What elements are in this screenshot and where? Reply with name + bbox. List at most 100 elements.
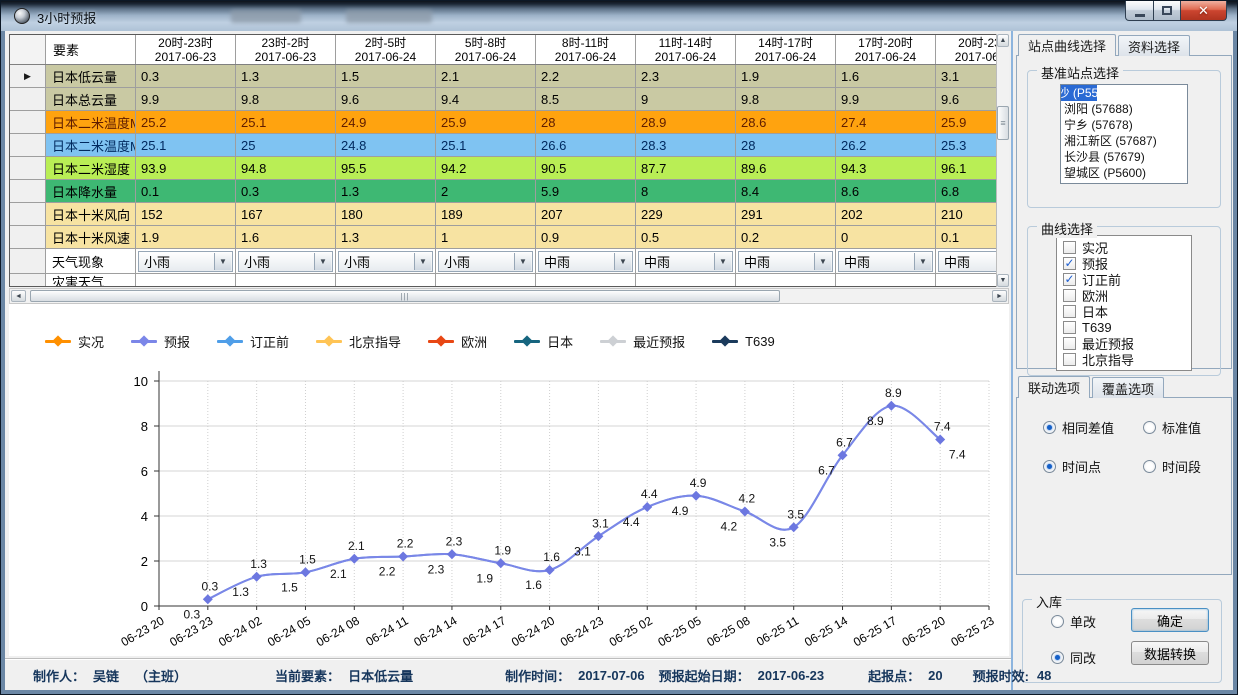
table-cell[interactable]: 25.1 [436,134,536,156]
table-cell[interactable]: 28 [736,134,836,156]
table-cell[interactable] [536,274,636,286]
table-cell[interactable]: 9.8 [236,88,336,110]
table-cell[interactable]: 1.3 [336,180,436,202]
row-selector-cell[interactable] [10,203,46,225]
table-cell[interactable]: 0.2 [736,226,836,248]
radio-option[interactable]: 单改 [1051,612,1096,631]
table-cell[interactable]: 25.2 [136,111,236,133]
checkbox-icon[interactable] [1063,320,1076,334]
table-cell[interactable]: 6.8 [936,180,1008,202]
table-cell[interactable]: 27.4 [836,111,936,133]
table-cell[interactable]: 25.1 [236,111,336,133]
radio-icon[interactable] [1143,460,1156,473]
table-cell[interactable]: 小雨 ▼ [336,249,436,273]
table-cell[interactable]: 25.1 [136,134,236,156]
table-cell[interactable]: 1.6 [236,226,336,248]
curve-checkbox-row[interactable]: 日本 [1063,303,1191,320]
station-list-item[interactable]: 宁乡 (57678) [1064,118,1133,132]
checkbox-icon[interactable] [1063,352,1076,366]
table-cell[interactable]: 2.2 [536,65,636,87]
table-cell[interactable] [936,274,1008,286]
table-cell[interactable]: 2.1 [436,65,536,87]
weather-dropdown[interactable]: 小雨 ▼ [338,250,433,272]
table-cell[interactable]: 26.6 [536,134,636,156]
table-cell[interactable]: 25.9 [936,111,1008,133]
confirm-button[interactable]: 确定 [1131,608,1209,632]
table-cell[interactable]: 28.9 [636,111,736,133]
radio-icon[interactable] [1043,421,1056,434]
curve-checkbox-row[interactable]: 实况 [1063,239,1191,256]
table-cell[interactable]: 3.1 [936,65,1008,87]
chevron-down-icon[interactable]: ▼ [614,252,631,270]
table-cell[interactable] [736,274,836,286]
scrollbar-thumb[interactable]: ||| [30,290,780,302]
station-list-item[interactable]: 湘江新区 (57687) [1064,134,1157,148]
checkbox-icon[interactable] [1063,288,1076,302]
row-selector-cell[interactable] [10,157,46,179]
table-cell[interactable]: 210 [936,203,1008,225]
table-cell[interactable]: 24.9 [336,111,436,133]
table-cell[interactable] [136,274,236,286]
panel-splitter[interactable] [1011,31,1013,690]
table-cell[interactable] [336,274,436,286]
weather-dropdown[interactable]: 中雨▼ [938,250,1008,272]
weather-dropdown[interactable]: 小雨 ▼ [238,250,333,272]
table-cell[interactable]: 中雨 ▼ [536,249,636,273]
table-horizontal-scrollbar[interactable]: ◄ ||| ► [9,288,1009,304]
table-cell[interactable]: 1.6 [836,65,936,87]
table-cell[interactable]: 中雨 ▼ [736,249,836,273]
table-cell[interactable]: 25.9 [436,111,536,133]
weather-dropdown[interactable]: 中雨▼ [838,250,933,272]
curve-checkbox-row[interactable]: T639 [1063,319,1191,335]
table-cell[interactable]: 1.5 [336,65,436,87]
table-cell[interactable]: 89.6 [736,157,836,179]
table-cell[interactable]: 24.8 [336,134,436,156]
curve-checkbox-row[interactable]: 北京指导 [1063,351,1191,368]
tab-item[interactable]: 覆盖选项 [1092,377,1165,398]
table-cell[interactable]: 180 [336,203,436,225]
table-cell[interactable]: 25.3 [936,134,1008,156]
curve-checkbox-row[interactable]: 最近预报 [1063,335,1191,352]
table-cell[interactable]: 小雨 ▼ [236,249,336,273]
curve-checklist[interactable]: 实况 ✓ 预报 ✓ 订正前 欧洲 日本 T639 最近预报 北京指导 [1056,235,1192,371]
table-cell[interactable]: 5.9 [536,180,636,202]
radio-option[interactable]: 相同差值 [1043,418,1143,437]
station-list-item[interactable]: 长沙县 (57679) [1064,150,1145,164]
table-cell[interactable]: 28 [536,111,636,133]
table-cell[interactable]: 229 [636,203,736,225]
chevron-down-icon[interactable]: ▼ [714,252,731,270]
table-cell[interactable]: 9.4 [436,88,536,110]
table-cell[interactable]: 189 [436,203,536,225]
table-cell[interactable]: 1 [436,226,536,248]
table-cell[interactable]: 0.9 [536,226,636,248]
scroll-down-icon[interactable]: ▼ [997,274,1009,287]
tab-item[interactable]: 站点曲线选择 [1018,34,1117,56]
scroll-right-icon[interactable]: ► [992,290,1007,302]
station-listbox[interactable]: 长沙 (P5599)浏阳 (57688) 宁乡 (57678) 湘江新区 (5768… [1060,84,1188,184]
table-cell[interactable]: 28.3 [636,134,736,156]
table-cell[interactable]: 167 [236,203,336,225]
chevron-down-icon[interactable]: ▼ [514,252,531,270]
table-cell[interactable]: 90.5 [536,157,636,179]
row-selector-cell[interactable] [10,249,46,273]
tab-item[interactable]: 联动选项 [1018,376,1091,398]
checkbox-icon[interactable] [1063,240,1076,254]
station-list-item[interactable]: 长沙 (P5599) [1061,85,1116,101]
weather-dropdown[interactable]: 小雨 ▼ [138,250,233,272]
maximize-button[interactable] [1154,1,1181,21]
radio-option[interactable]: 同改 [1051,648,1096,667]
table-cell[interactable]: 96.1 [936,157,1008,179]
chevron-down-icon[interactable]: ▼ [414,252,431,270]
checkbox-icon[interactable]: ✓ [1063,255,1076,270]
station-list-item[interactable]: 浏阳 (57688) [1064,102,1133,116]
table-cell[interactable]: 1.9 [736,65,836,87]
table-cell[interactable]: 25 [236,134,336,156]
table-cell[interactable]: 202 [836,203,936,225]
table-cell[interactable]: 1.9 [136,226,236,248]
scrollbar-thumb[interactable]: ≡ [997,106,1009,140]
row-selector-cell[interactable] [10,180,46,202]
table-cell[interactable]: 8.4 [736,180,836,202]
table-cell[interactable] [836,274,936,286]
radio-icon[interactable] [1043,460,1056,473]
close-button[interactable]: ✕ [1181,1,1227,21]
